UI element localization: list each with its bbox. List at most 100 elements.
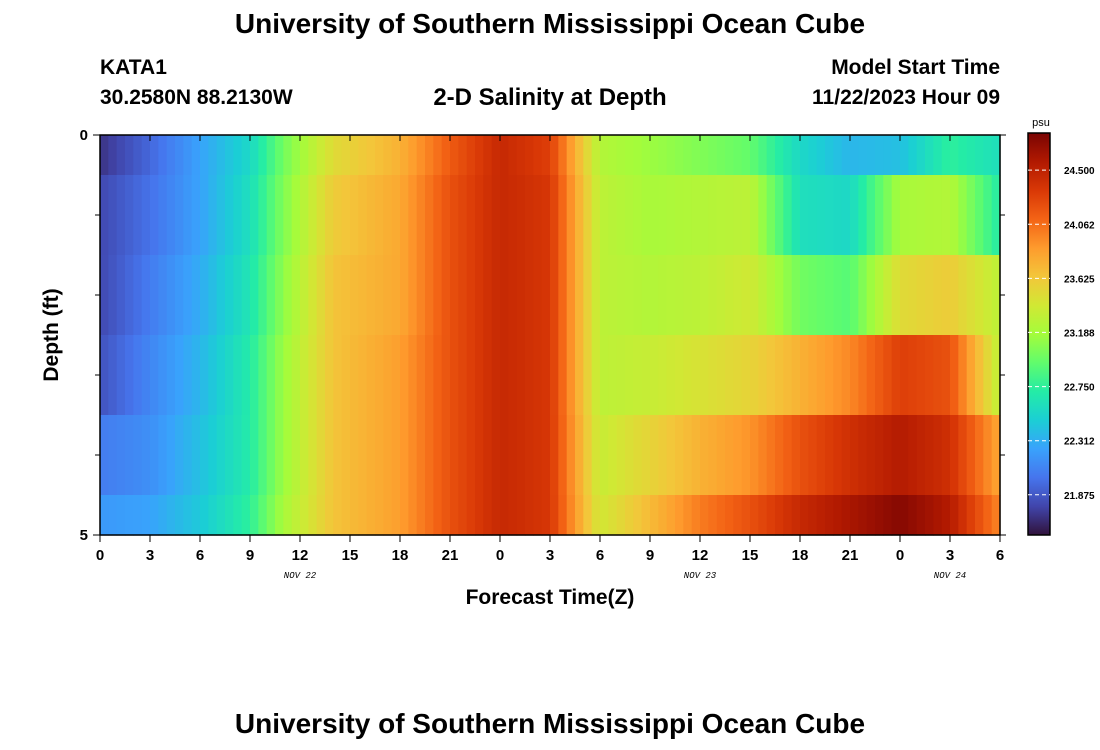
heatmap-cell [591,175,601,256]
heatmap-cell [725,415,734,496]
heatmap-cell [433,175,443,256]
heatmap-cell [366,335,376,416]
heatmap-cell [675,415,684,496]
heatmap-cell [291,335,301,416]
heatmap-cell [316,135,326,176]
heatmap-cell [225,255,234,336]
heatmap-cell [175,415,184,496]
heatmap-cell [425,415,434,496]
heatmap-cell [225,135,234,176]
heatmap-cell [475,335,484,416]
heatmap-cell [766,135,776,176]
heatmap-cell [858,335,868,416]
heatmap-cell [783,335,793,416]
heatmap-cell [241,175,251,256]
colorbar-tick-label: 23.625 [1064,274,1095,285]
heatmap-cell [250,495,259,536]
heatmap-cell [516,495,526,536]
heatmap-cell [500,135,509,176]
heatmap-cell [875,495,884,536]
heatmap-cell [308,175,318,256]
heatmap-cell [500,335,509,416]
heatmap-cell [366,415,376,496]
heatmap-cell [691,335,701,416]
heatmap-cell [500,255,509,336]
heatmap-cell [433,255,443,336]
heatmap-cell [666,495,676,536]
heatmap-cell [516,175,526,256]
heatmap-cell [675,495,684,536]
heatmap-cell [141,495,151,536]
heatmap-cell [700,135,709,176]
heatmap-cell [466,495,476,536]
heatmap-cell [658,135,668,176]
heatmap-cell [425,255,434,336]
heatmap-cell [500,415,509,496]
heatmap-cell [541,335,551,416]
heatmap-cell [466,415,476,496]
heatmap-cell [158,135,168,176]
heatmap-cell [950,495,959,536]
heatmap-cell [441,415,451,496]
heatmap-cell [333,255,343,336]
heatmap-cell [308,495,318,536]
heatmap-cell [525,255,534,336]
heatmap-cell [666,415,676,496]
heatmap-cell [758,135,768,176]
heatmap-cell [658,255,668,336]
heatmap-cell [308,135,318,176]
heatmap-cell [783,415,793,496]
heatmap-cell [266,175,276,256]
heatmap-cell [375,415,384,496]
heatmap-cell [125,255,134,336]
heatmap-cell [566,335,576,416]
heatmap-cell [550,135,559,176]
heatmap-cell [208,495,218,536]
heatmap-cell [483,335,493,416]
heatmap-cell [750,255,759,336]
heatmap-cell [383,175,393,256]
heatmap-cell [616,135,626,176]
heatmap-cell [108,415,118,496]
heatmap-cell [200,175,209,256]
heatmap-cell [241,255,251,336]
heatmap-cell [950,135,959,176]
heatmap-cell [466,255,476,336]
heatmap-cell [166,495,176,536]
heatmap-cell [550,415,559,496]
heatmap-cell [633,255,643,336]
heatmap-cell [150,415,159,496]
heatmap-cell [950,335,959,416]
heatmap-cell [791,175,801,256]
heatmap-cell [783,175,793,256]
heatmap-cell [933,175,943,256]
heatmap-cell [941,255,951,336]
heatmap-cell [125,415,134,496]
heatmap-cell [766,255,776,336]
heatmap-cell [808,335,818,416]
heatmap-cell [841,135,851,176]
heatmap-cell [608,255,618,336]
heatmap-cell [108,335,118,416]
heatmap-cell [741,135,751,176]
heatmap-cell [825,415,834,496]
heatmap-cell [683,415,693,496]
heatmap-cell [916,415,926,496]
heatmap-cell [625,255,634,336]
x-tick-label: 9 [246,547,254,564]
heatmap-cell [400,415,409,496]
heatmap-cell [166,175,176,256]
heatmap-cell [141,175,151,256]
heatmap-cell [200,255,209,336]
heatmap-cell [191,415,201,496]
heatmap-cell [158,495,168,536]
heatmap-cells [100,135,1001,536]
heatmap-cell [891,335,901,416]
heatmap-cell [466,175,476,256]
heatmap-cell [775,495,784,536]
heatmap-cell [216,495,226,536]
heatmap-cell [450,495,459,536]
heatmap-cell [966,135,976,176]
heatmap-cell [133,495,143,536]
heatmap-cell [650,415,659,496]
